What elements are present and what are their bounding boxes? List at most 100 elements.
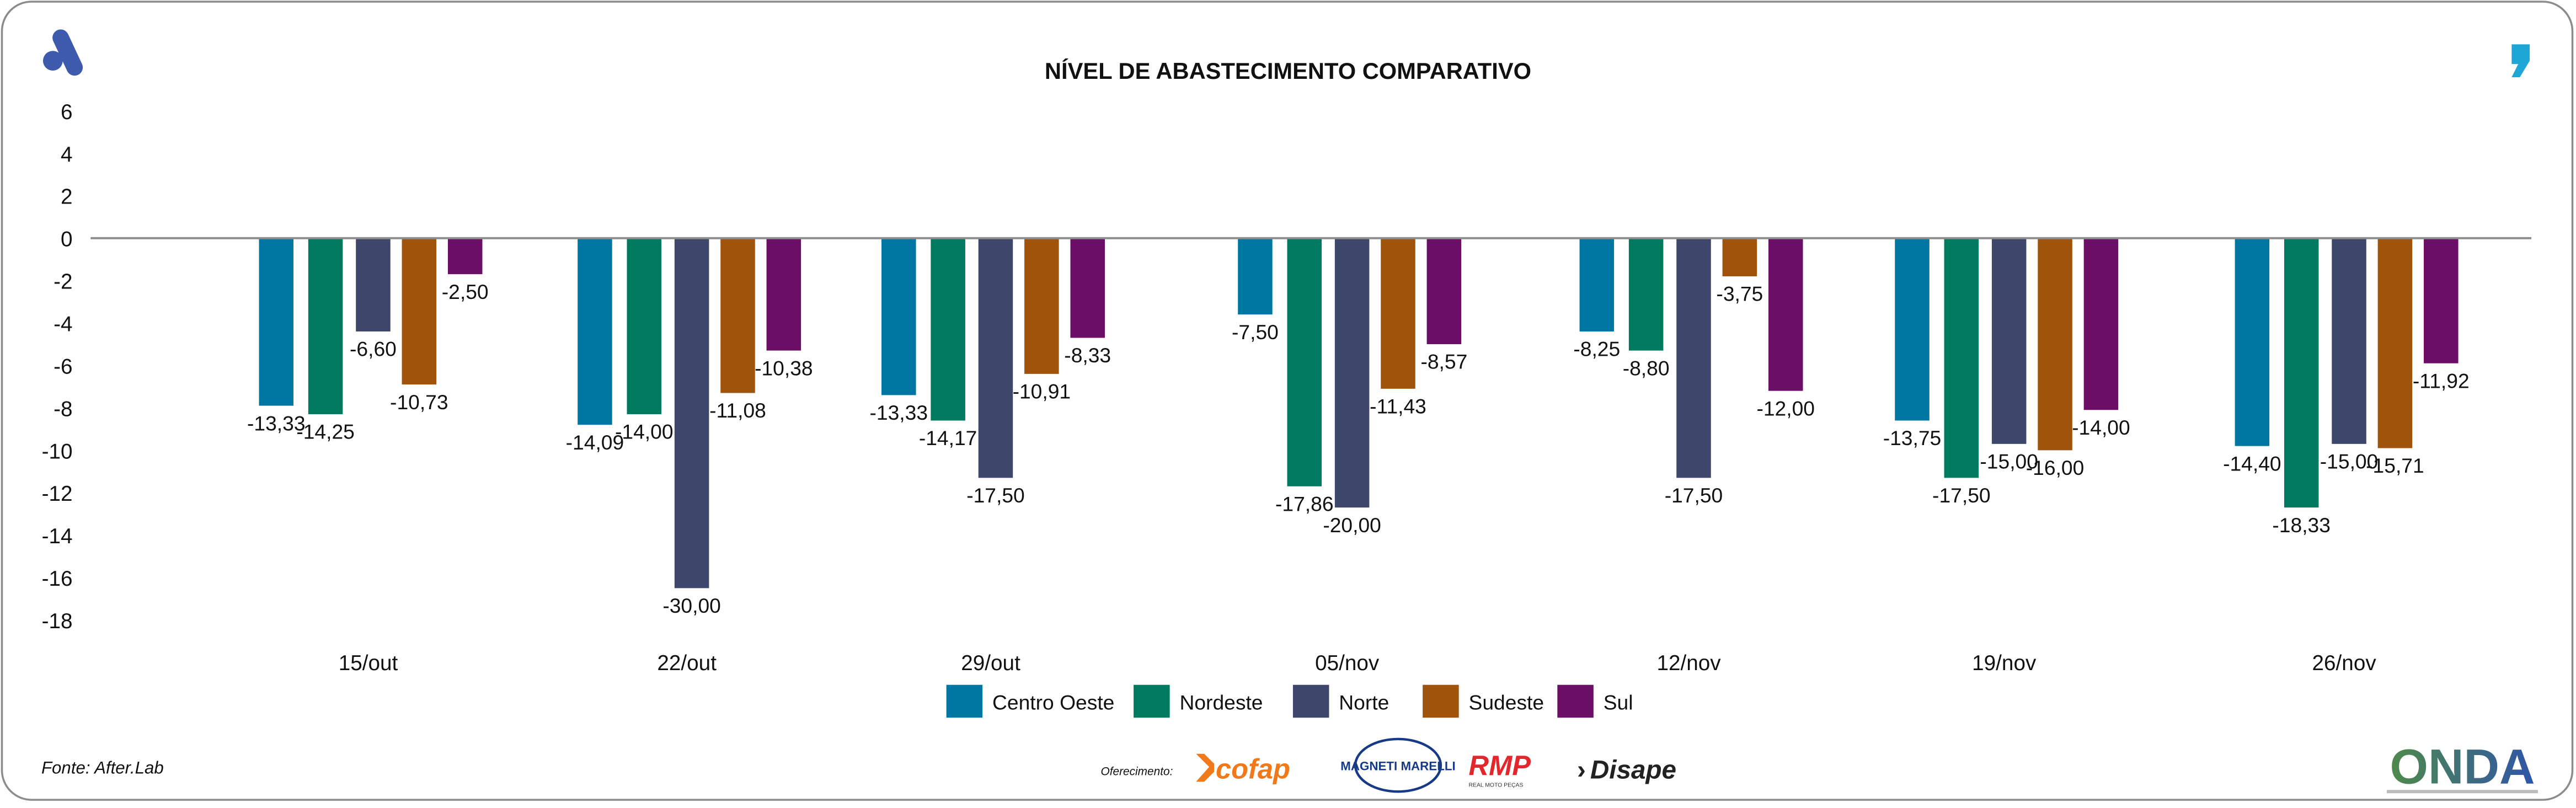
data-label: -16,00 <box>2026 456 2085 479</box>
y-tick-label: -8 <box>54 397 72 421</box>
y-tick-label: -12 <box>42 482 73 506</box>
legend-item-centro-oeste: Centro Oeste <box>946 684 1114 718</box>
legend: Centro Oeste Nordeste Norte Sudeste Sul <box>946 684 1633 718</box>
y-tick-label: 0 <box>61 228 73 252</box>
data-label: -11,08 <box>709 399 766 422</box>
x-tick-label: 15/out <box>339 651 398 675</box>
x-tick-label: 19/nov <box>1972 651 2037 675</box>
bar-sul <box>2424 238 2459 363</box>
legend-label: Sul <box>1604 691 1633 714</box>
svg-text:REAL MOTO PEÇAS: REAL MOTO PEÇAS <box>1469 782 1524 788</box>
bar-centro-oeste <box>1238 238 1273 315</box>
data-label: -11,92 <box>2413 369 2470 392</box>
data-label: -10,38 <box>755 356 813 379</box>
y-tick-label: -18 <box>42 609 73 633</box>
svg-text:Disape: Disape <box>1590 755 1676 784</box>
bar-nordeste <box>308 238 343 414</box>
data-label: -8,33 <box>1064 344 1111 367</box>
x-axis: 15/out 22/out 29/out 05/nov 12/nov 19/nov 26/n… <box>339 651 2377 675</box>
x-tick-label: 22/out <box>657 651 717 675</box>
bar-nordeste <box>1944 238 1979 478</box>
data-label: -14,25 <box>296 420 355 443</box>
bar-norte <box>1676 238 1711 478</box>
sponsor-logo-magneti-marelli: MAGNETI MARELLI <box>1340 737 1456 793</box>
data-label: -17,50 <box>1932 484 1991 507</box>
bar-sul <box>2083 238 2119 410</box>
data-label: -30,00 <box>662 594 721 617</box>
data-label: -14,09 <box>566 431 624 454</box>
bar-norte <box>978 238 1013 478</box>
data-label: -6,60 <box>350 338 397 361</box>
svg-text:ONDA: ONDA <box>2390 739 2535 794</box>
bar-sul <box>1426 238 1462 345</box>
data-label: -7,50 <box>1232 320 1279 344</box>
bar-nordeste <box>1628 238 1664 351</box>
bar-nordeste <box>2284 238 2319 508</box>
data-label: -17,86 <box>1275 492 1334 515</box>
y-tick-label: -10 <box>42 440 73 463</box>
brand-logo-right <box>2511 44 2530 77</box>
data-label: -13,75 <box>1883 426 1942 450</box>
x-tick-label: 12/nov <box>1656 651 1721 675</box>
y-axis: 6 4 2 0 -2 -4 -6 -8 -10 -12 -14 -16 -18 <box>42 100 73 633</box>
bar-centro-oeste <box>259 238 294 406</box>
data-label: -8,80 <box>1623 356 1670 379</box>
y-tick-label: 6 <box>61 100 73 124</box>
data-label: -10,73 <box>390 390 448 414</box>
bar-centro-oeste <box>1895 238 1930 421</box>
legend-swatch <box>1134 684 1170 718</box>
data-label: -14,17 <box>919 426 977 450</box>
bar-centro-oeste <box>578 238 612 425</box>
data-label: -11,43 <box>1370 394 1426 418</box>
legend-swatch <box>946 684 983 718</box>
legend-label: Sudeste <box>1469 691 1544 714</box>
bar-centro-oeste <box>881 238 916 395</box>
sponsor-label: Oferecimento: <box>1101 765 1173 778</box>
data-label: -8,25 <box>1573 338 1620 361</box>
bar-norte <box>674 238 709 588</box>
bar-sudeste <box>1381 238 1415 389</box>
y-tick-label: -4 <box>54 312 72 336</box>
x-tick-label: 05/nov <box>1315 651 1380 675</box>
bar-centro-oeste <box>1579 238 1615 331</box>
data-label: -14,00 <box>2072 416 2130 439</box>
onda-logo: ONDA <box>2387 739 2538 794</box>
y-tick-label: -14 <box>42 525 73 548</box>
y-tick-label: -16 <box>42 567 73 591</box>
data-label: -15,71 <box>2366 454 2424 477</box>
x-tick-label: 26/nov <box>2312 651 2377 675</box>
svg-text:MAGNETI MARELLI: MAGNETI MARELLI <box>1340 759 1455 773</box>
data-label: -12,00 <box>1756 397 1815 420</box>
bar-sul <box>1768 238 1803 391</box>
data-label: -3,75 <box>1716 282 1763 306</box>
bar-sudeste <box>2038 238 2072 451</box>
legend-swatch <box>1557 684 1594 718</box>
bar-nordeste <box>1287 238 1322 486</box>
bar-sudeste <box>1024 238 1059 374</box>
bar-norte <box>356 238 391 331</box>
bar-sudeste <box>402 238 437 385</box>
bar-centro-oeste <box>2235 238 2270 446</box>
sponsor-logo-rmp: RMP REAL MOTO PEÇAS <box>1469 750 1531 788</box>
bar-norte <box>2332 238 2366 444</box>
x-tick-label: 29/out <box>961 651 1020 675</box>
chart-title: NÍVEL DE ABASTECIMENTO COMPARATIVO <box>1045 58 1531 84</box>
data-label: -14,00 <box>615 420 674 443</box>
sponsor-logo-cofap: cofap <box>1196 753 1290 784</box>
y-tick-label: 2 <box>61 185 73 209</box>
legend-label: Nordeste <box>1179 691 1263 714</box>
legend-item-sul: Sul <box>1557 684 1633 718</box>
legend-item-norte: Norte <box>1292 684 1389 718</box>
data-label: -2,50 <box>442 280 489 303</box>
legend-label: Centro Oeste <box>992 691 1114 714</box>
source-note: Fonte: After.Lab <box>41 758 164 777</box>
data-label: -10,91 <box>1013 380 1071 403</box>
data-label: -15,00 <box>1980 450 2038 473</box>
bar-nordeste <box>931 238 965 421</box>
data-label: -13,33 <box>247 411 306 435</box>
legend-item-nordeste: Nordeste <box>1134 684 1263 718</box>
bar-nordeste <box>627 238 662 414</box>
y-tick-label: 4 <box>61 143 73 167</box>
bar-sul <box>1070 238 1105 338</box>
